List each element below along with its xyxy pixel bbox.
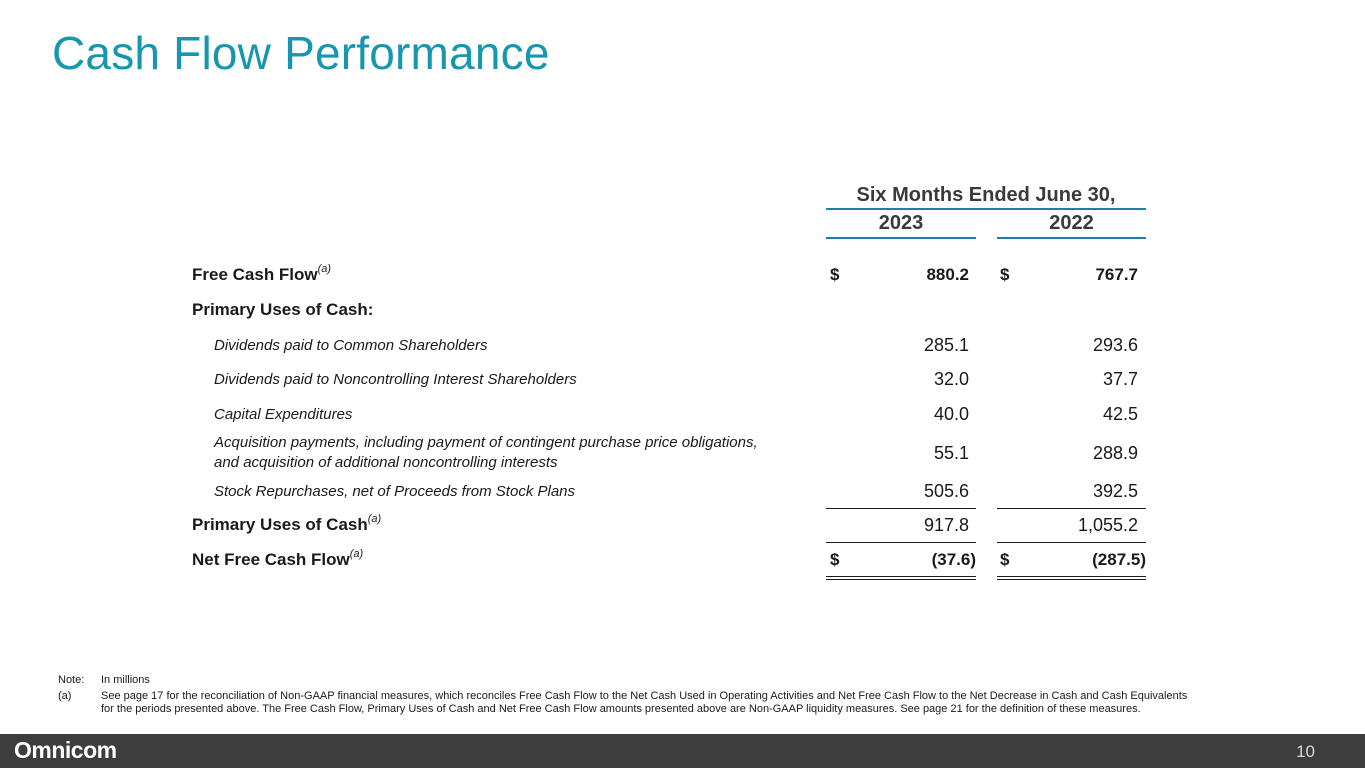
item-value-2022: 37.7 (1102, 369, 1138, 389)
item-value-2022: 293.6 (1092, 335, 1138, 355)
year-header-2022: 2022 (1049, 212, 1094, 234)
omnicom-logo: Omnicom (14, 737, 117, 763)
footnote-line: See page 17 for the reconciliation of No… (101, 690, 1188, 702)
subtotal-rule-2023 (826, 508, 976, 509)
item-value-2022: 288.9 (1092, 443, 1138, 463)
year-rule-2023 (826, 237, 976, 239)
net-free-cash-flow-2022: (287.5) (1092, 550, 1146, 569)
primary-uses-heading: Primary Uses of Cash: (192, 300, 374, 319)
currency-symbol: $ (830, 265, 840, 284)
note-label: Note: (58, 674, 85, 686)
total-rule-2022 (997, 542, 1146, 543)
footnote-a-text: See page 17 for the reconciliation of No… (101, 690, 1341, 715)
primary-uses-total-2022: 1,055.2 (1077, 515, 1138, 535)
double-rule-2022 (997, 576, 1146, 580)
item-label: Dividends paid to Common Shareholders (214, 337, 488, 354)
net-free-cash-flow-label: Net Free Cash Flow(a) (192, 548, 364, 569)
free-cash-flow-2022: 767.7 (1095, 265, 1138, 284)
item-label: Dividends paid to Noncontrolling Interes… (214, 371, 577, 388)
currency-symbol: $ (1000, 265, 1010, 284)
currency-symbol: $ (830, 550, 840, 569)
item-value-2022: 42.5 (1102, 404, 1138, 424)
primary-uses-total-label: Primary Uses of Cash(a) (192, 513, 382, 534)
net-free-cash-flow-2023: (37.6) (931, 550, 976, 569)
item-value-2022: 392.5 (1092, 481, 1138, 501)
currency-symbol: $ (1000, 550, 1010, 569)
item-label: Stock Repurchases, net of Proceeds from … (214, 483, 576, 500)
period-header: Six Months Ended June 30, (856, 184, 1116, 206)
free-cash-flow-2023: 880.2 (926, 265, 969, 284)
year-rule-2022 (997, 237, 1146, 239)
free-cash-flow-label: Free Cash Flow(a) (192, 263, 332, 284)
item-label-line: and acquisition of additional noncontrol… (214, 454, 558, 471)
double-rule-2023 (826, 576, 976, 580)
note-text: In millions (101, 674, 150, 686)
item-label: Capital Expenditures (214, 406, 353, 423)
item-value-2023: 32.0 (933, 369, 969, 389)
item-label: Acquisition payments, including payment … (214, 433, 758, 473)
item-value-2023: 285.1 (923, 335, 969, 355)
footer-bar: Omnicom 10 (0, 734, 1365, 768)
page-title: Cash Flow Performance (52, 27, 550, 79)
item-value-2023: 505.6 (923, 481, 969, 501)
year-header-2023: 2023 (878, 212, 924, 234)
item-value-2023: 40.0 (933, 404, 969, 424)
item-value-2023: 55.1 (933, 443, 969, 463)
period-header-rule (826, 208, 1146, 210)
footnote-a-marker: (a) (58, 690, 72, 702)
total-rule-2023 (826, 542, 976, 543)
primary-uses-total-2023: 917.8 (923, 515, 969, 535)
subtotal-rule-2022 (997, 508, 1146, 509)
item-label-line: Acquisition payments, including payment … (214, 434, 758, 451)
page-number: 10 (1296, 742, 1315, 761)
footnote-line: for the periods presented above. The Fre… (101, 703, 1141, 715)
